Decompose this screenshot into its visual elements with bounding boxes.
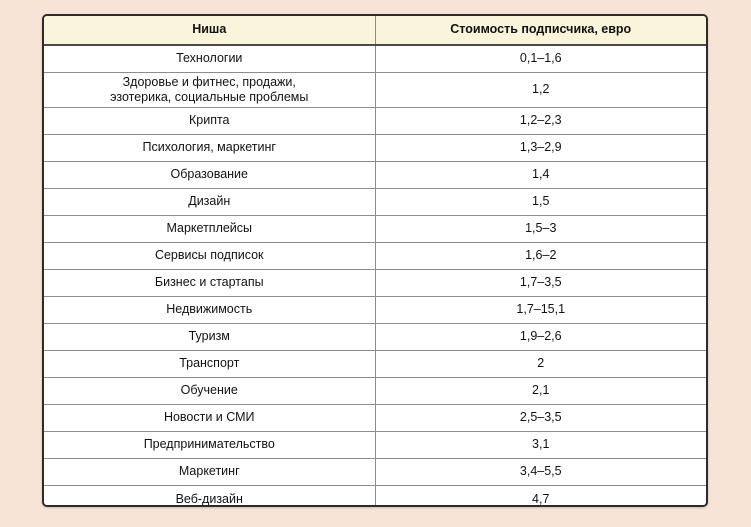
niche-subscriber-cost-table: Ниша Стоимость подписчика, евро Технолог… xyxy=(44,16,706,505)
niche-cell: Предпринимательство xyxy=(44,431,376,459)
table-row: Психология, маркетинг 1,3–2,9 xyxy=(44,134,706,162)
table-header: Ниша Стоимость подписчика, евро xyxy=(44,16,706,46)
table-row: Транспорт 2 xyxy=(44,350,706,378)
value-cell: 1,2–2,3 xyxy=(375,107,706,135)
niche-cell: Транспорт xyxy=(44,350,376,378)
niche-cell: Новости и СМИ xyxy=(44,404,376,432)
niche-cell: Маркетинг xyxy=(44,458,376,486)
table-row: Образование 1,4 xyxy=(44,161,706,189)
column-header-niche: Ниша xyxy=(44,16,376,46)
niche-cell: Сервисы подписок xyxy=(44,242,376,270)
value-cell: 1,7–15,1 xyxy=(375,296,706,324)
table-row: Здоровье и фитнес, продажи, эзотерика, с… xyxy=(44,71,706,108)
niche-cell: Маркетплейсы xyxy=(44,215,376,243)
table-body: Технологии 0,1–1,6 Здоровье и фитнес, пр… xyxy=(44,45,706,505)
table-row: Технологии 0,1–1,6 xyxy=(44,45,706,72)
value-cell: 1,5–3 xyxy=(375,215,706,243)
value-cell: 2,5–3,5 xyxy=(375,404,706,432)
table-row: Сервисы подписок 1,6–2 xyxy=(44,242,706,270)
value-cell: 3,1 xyxy=(375,431,706,459)
value-cell: 2 xyxy=(375,350,706,378)
niche-cell: Туризм xyxy=(44,323,376,351)
table-row: Предпринимательство 3,1 xyxy=(44,431,706,459)
table-row: Новости и СМИ 2,5–3,5 xyxy=(44,404,706,432)
table-row: Веб-дизайн 4,7 xyxy=(44,485,706,505)
niche-cell: Дизайн xyxy=(44,188,376,216)
table-row: Маркетплейсы 1,5–3 xyxy=(44,215,706,243)
value-cell: 1,5 xyxy=(375,188,706,216)
value-cell: 1,3–2,9 xyxy=(375,134,706,162)
header-row: Ниша Стоимость подписчика, евро xyxy=(44,16,706,46)
niche-cell: Крипта xyxy=(44,107,376,135)
value-cell: 1,4 xyxy=(375,161,706,189)
niche-cell: Психология, маркетинг xyxy=(44,134,376,162)
column-header-cost: Стоимость подписчика, евро xyxy=(375,16,706,46)
table-row: Крипта 1,2–2,3 xyxy=(44,107,706,135)
value-cell: 4,7 xyxy=(375,485,706,505)
value-cell: 2,1 xyxy=(375,377,706,405)
value-cell: 1,7–3,5 xyxy=(375,269,706,297)
table-row: Туризм 1,9–2,6 xyxy=(44,323,706,351)
niche-cell: Веб-дизайн xyxy=(44,485,376,505)
value-cell: 3,4–5,5 xyxy=(375,458,706,486)
niche-cell: Обучение xyxy=(44,377,376,405)
value-cell: 0,1–1,6 xyxy=(519,51,562,66)
niche-cell: Бизнес и стартапы xyxy=(44,269,376,297)
niche-cell: Здоровье и фитнес, продажи, эзотерика, с… xyxy=(44,71,376,108)
value-cell: 1,2 xyxy=(375,71,706,108)
table-row: Дизайн 1,5 xyxy=(44,188,706,216)
table-row: Недвижимость 1,7–15,1 xyxy=(44,296,706,324)
table-row: Маркетинг 3,4–5,5 xyxy=(44,458,706,486)
niche-cell: Образование xyxy=(44,161,376,189)
subscriber-cost-table-card: Ниша Стоимость подписчика, евро Технолог… xyxy=(42,14,708,507)
table-row: Бизнес и стартапы 1,7–3,5 xyxy=(44,269,706,297)
value-cell: 1,9–2,6 xyxy=(375,323,706,351)
value-cell: 1,6–2 xyxy=(375,242,706,270)
table-row: Обучение 2,1 xyxy=(44,377,706,405)
niche-cell: Недвижимость xyxy=(44,296,376,324)
niche-cell: Технологии xyxy=(44,45,376,72)
